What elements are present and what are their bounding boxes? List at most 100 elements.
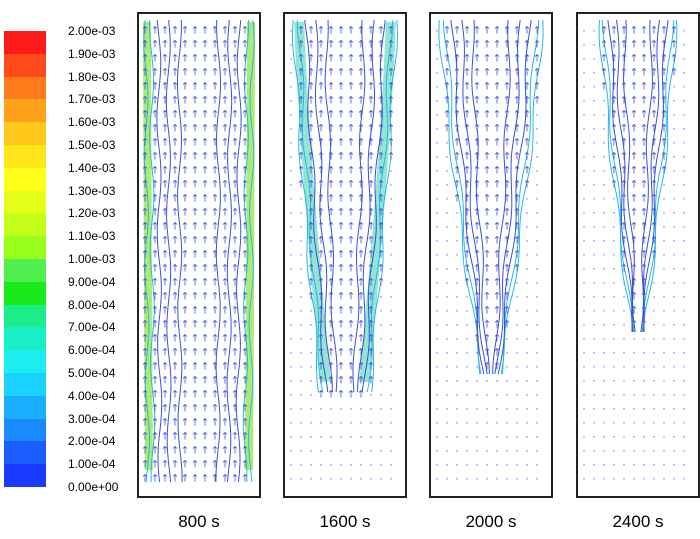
contour-line (450, 19, 485, 375)
colorbar-swatch (4, 418, 46, 442)
panel-2400s (576, 12, 700, 498)
velocity-arrow (494, 207, 500, 216)
velocity-arrow (308, 109, 314, 118)
contour-line (642, 19, 675, 332)
velocity-arrow (172, 179, 178, 188)
velocity-arrow (484, 305, 490, 314)
velocity-arrow (212, 445, 218, 454)
velocity-arrow (142, 151, 148, 160)
velocity-arrow (641, 137, 647, 146)
velocity-arrow (172, 53, 178, 62)
velocity-arrow (454, 25, 460, 34)
velocity-arrow (464, 277, 470, 286)
velocity-arrow (474, 235, 480, 244)
colorbar-tick-label: 1.90e-03 (68, 46, 116, 61)
velocity-arrow (358, 221, 364, 230)
velocity-arrow (172, 431, 178, 440)
velocity-arrow (358, 375, 364, 384)
velocity-arrow (212, 389, 218, 398)
contour-line (324, 19, 338, 393)
velocity-arrow (242, 235, 248, 244)
velocity-arrow (242, 67, 248, 76)
velocity-arrow (484, 277, 490, 286)
colorbar-tick-label: 1.00e-03 (68, 252, 116, 266)
velocity-arrow (454, 123, 460, 132)
velocity-arrow (192, 25, 198, 34)
time-label-800s: 800 s (178, 512, 220, 531)
velocity-arrow (152, 151, 158, 160)
velocity-arrow (378, 81, 384, 90)
velocity-arrow (202, 417, 208, 426)
velocity-arrow (308, 123, 314, 132)
velocity-arrow (338, 389, 344, 398)
velocity-arrow (152, 53, 158, 62)
velocity-arrow (328, 291, 334, 300)
velocity-arrow (651, 95, 657, 104)
velocity-arrow (318, 347, 324, 356)
velocity-arrow (182, 389, 188, 398)
velocity-arrow (182, 67, 188, 76)
velocity-arrow (631, 179, 637, 188)
velocity-arrow (152, 39, 158, 48)
velocity-arrow (222, 67, 228, 76)
velocity-arrow (348, 277, 354, 286)
velocity-arrow (631, 305, 637, 314)
velocity-arrow (202, 319, 208, 328)
velocity-arrow (474, 137, 480, 146)
velocity-arrow (661, 53, 667, 62)
velocity-arrow (348, 193, 354, 202)
contour-line (442, 19, 482, 375)
velocity-arrow (484, 67, 490, 76)
velocity-arrow (192, 403, 198, 412)
velocity-arrow (202, 53, 208, 62)
velocity-arrow (621, 137, 627, 146)
contour-line (366, 19, 394, 393)
velocity-arrow (222, 95, 228, 104)
velocity-arrow (631, 81, 637, 90)
velocity-arrow (172, 305, 178, 314)
velocity-arrow (222, 81, 228, 90)
velocity-arrow (328, 375, 334, 384)
velocity-arrow (318, 319, 324, 328)
velocity-arrow (514, 53, 520, 62)
velocity-arrow (378, 165, 384, 174)
velocity-arrow (142, 459, 148, 468)
velocity-arrow (308, 207, 314, 216)
velocity-arrow (328, 207, 334, 216)
velocity-arrow (474, 81, 480, 90)
velocity-arrow (378, 25, 384, 34)
velocity-arrow (202, 249, 208, 258)
contour-line (292, 19, 319, 393)
velocity-arrow (242, 473, 248, 482)
velocity-arrow (368, 25, 374, 34)
velocity-arrow (378, 235, 384, 244)
velocity-arrow (192, 249, 198, 258)
velocity-arrow (212, 333, 218, 342)
velocity-arrow (222, 207, 228, 216)
velocity-arrow (348, 95, 354, 104)
velocity-arrow (242, 95, 248, 104)
velocity-arrow (242, 179, 248, 188)
velocity-arrow (484, 179, 490, 188)
velocity-arrow (464, 25, 470, 34)
velocity-arrow (651, 67, 657, 76)
velocity-arrow (298, 165, 304, 174)
velocity-arrow (651, 193, 657, 202)
velocity-arrow (524, 81, 530, 90)
velocity-arrow (298, 81, 304, 90)
velocity-arrow (162, 123, 168, 132)
velocity-arrow (242, 193, 248, 202)
velocity-arrow (348, 263, 354, 272)
velocity-arrow (621, 53, 627, 62)
velocity-arrow (504, 207, 510, 216)
velocity-arrow (368, 193, 374, 202)
velocity-arrow (172, 137, 178, 146)
velocity-arrow (514, 25, 520, 34)
velocity-arrow (142, 165, 148, 174)
velocity-arrow (212, 403, 218, 412)
velocity-arrow (631, 39, 637, 48)
velocity-arrow (318, 277, 324, 286)
velocity-arrow (368, 151, 374, 160)
contour-line (357, 19, 375, 393)
velocity-arrow (308, 151, 314, 160)
